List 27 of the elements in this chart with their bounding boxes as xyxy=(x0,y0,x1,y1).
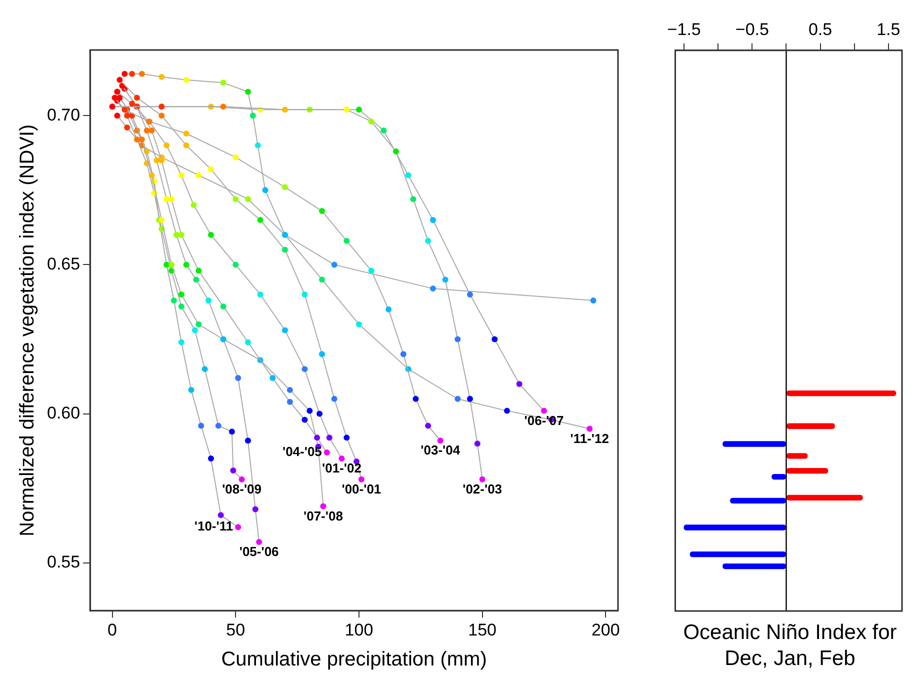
y-tick-label: 0.65 xyxy=(46,254,80,274)
y-tick-label: 0.70 xyxy=(46,105,80,124)
series-label: '07-'08 xyxy=(303,508,343,524)
series-label: '10-'11 xyxy=(194,518,234,534)
x-tick-label: 50 xyxy=(226,620,246,640)
series-label: '06-'07 xyxy=(524,412,564,428)
y-tick-label: 0.60 xyxy=(46,403,80,422)
x-tick-label: 150 xyxy=(468,620,497,640)
x-tick-label: 1.5 xyxy=(876,20,900,39)
series-label: '00-'01 xyxy=(342,481,382,496)
x-tick-label: 100 xyxy=(344,620,374,640)
x-tick-label: 0 xyxy=(108,620,118,640)
y-tick-label: 0.55 xyxy=(46,552,80,572)
x-axis-title: Oceanic Niño Index for Dec, Jan, Feb xyxy=(682,620,898,672)
series-label: '04-'05 xyxy=(282,444,322,460)
series-label: '11-'12 xyxy=(570,430,609,446)
x-tick-label: −1.5 xyxy=(667,20,701,39)
series-label: '01-'02 xyxy=(322,460,362,476)
series-label: '02-'03 xyxy=(462,481,502,496)
series-label: '03-'04 xyxy=(420,442,461,458)
y-axis-title: Normalized difference vegetation index (NDVI) xyxy=(16,124,39,536)
x-axis-title: Cumulative precipitation (mm) xyxy=(221,648,487,671)
series-label: '08-'09 xyxy=(222,481,262,496)
x-tick-label: −0.5 xyxy=(735,20,769,39)
x-tick-label: 0.5 xyxy=(808,20,832,39)
series-label: '05-'06 xyxy=(239,544,279,560)
x-tick-label: 200 xyxy=(591,620,620,640)
